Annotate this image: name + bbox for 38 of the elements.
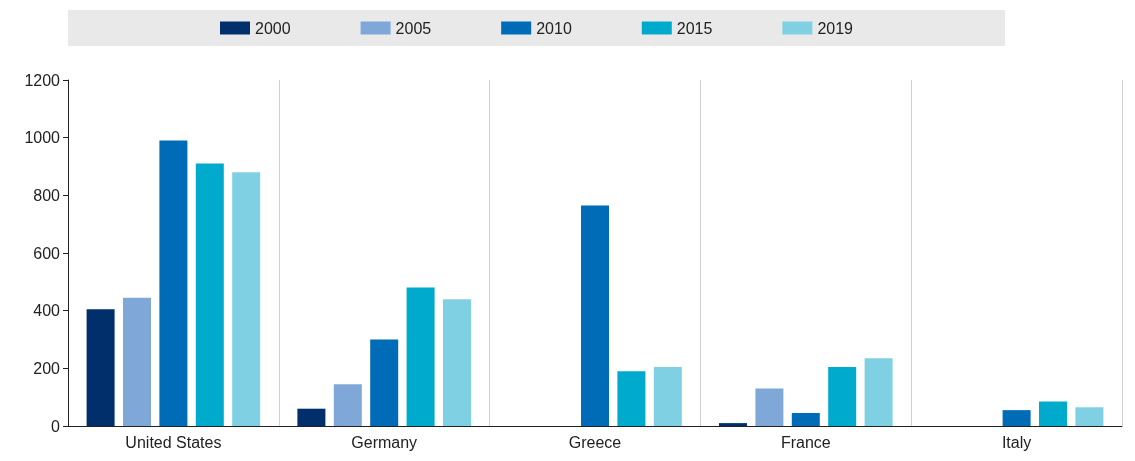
y-tick-label: 1000: [24, 129, 61, 147]
bar: [617, 371, 646, 426]
x-tick-label: France: [780, 433, 831, 451]
legend-label: 2015: [676, 19, 713, 37]
y-tick-label: 400: [33, 302, 61, 320]
legend-label: 2005: [395, 19, 432, 37]
y-tick-label: 1200: [24, 71, 61, 89]
bar: [195, 163, 224, 426]
legend-label: 2000: [255, 19, 291, 37]
bar: [406, 287, 435, 426]
bar: [828, 366, 857, 426]
bar: [297, 408, 326, 426]
bar: [1075, 407, 1104, 426]
bar: [370, 339, 399, 426]
y-tick-label: 0: [51, 417, 61, 435]
bar: [755, 388, 784, 426]
legend-label: 2010: [536, 19, 572, 37]
y-tick-label: 600: [33, 244, 61, 262]
bar: [1002, 410, 1031, 426]
bar: [232, 172, 261, 426]
bar: [719, 423, 747, 426]
y-tick-label: 200: [33, 359, 61, 377]
x-tick-label: Germany: [351, 433, 418, 451]
bar: [86, 309, 115, 426]
legend-label: 2019: [817, 19, 854, 37]
bar: [159, 140, 188, 426]
bar: [1039, 401, 1067, 426]
bar: [653, 366, 682, 426]
y-tick-label: 800: [33, 186, 61, 204]
bar: [123, 297, 151, 426]
x-tick-label: United States: [125, 433, 222, 451]
bar: [333, 384, 362, 426]
bar: [791, 413, 820, 426]
bar: [443, 299, 471, 426]
x-tick-label: Italy: [1001, 433, 1032, 451]
bar: [864, 358, 893, 426]
x-tick-label: Greece: [568, 433, 622, 451]
bar: [581, 205, 609, 426]
